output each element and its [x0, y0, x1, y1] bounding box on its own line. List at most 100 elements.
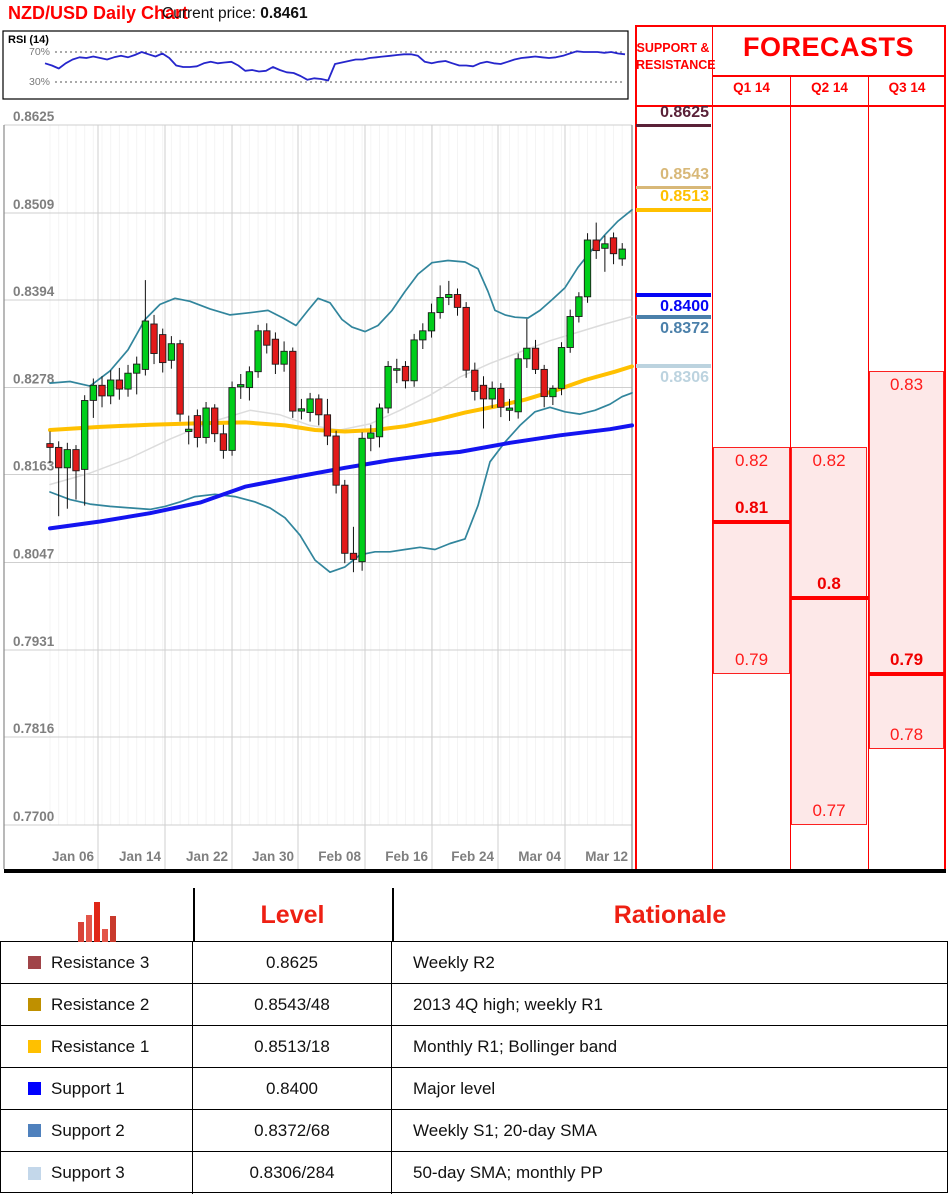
level-value: 0.8625 — [266, 952, 318, 972]
svg-text:Jan 30: Jan 30 — [252, 849, 294, 864]
table-row: Resistance 3 0.8625 Weekly R2 — [1, 942, 947, 984]
sr-level-label: 0.8306 — [660, 369, 709, 387]
table-header-rationale: Rationale — [613, 901, 727, 929]
svg-text:0.7931: 0.7931 — [13, 634, 55, 649]
forecast-level-label: 0.83 — [889, 374, 924, 394]
table-cell-level: 0.8372/68 — [193, 1110, 392, 1151]
sr-level-line — [636, 185, 711, 189]
rsi-label: RSI (14) — [8, 34, 49, 46]
sr-column-right-border — [711, 25, 713, 871]
sr-level-label: 0.8400 — [660, 298, 709, 316]
svg-text:Feb 24: Feb 24 — [451, 849, 494, 864]
current-price-value: 0.8461 — [260, 5, 308, 22]
table-cell-name: Support 2 — [1, 1110, 193, 1151]
svg-text:0.7816: 0.7816 — [13, 721, 55, 736]
rsi-30-label: 30% — [28, 76, 50, 88]
candlestick-chart: 0.8625 0.8509 0.8394 0.8278 0.8163 0.8047 0.79… — [2, 30, 634, 869]
table-cell-name: Support 3 — [1, 1152, 193, 1194]
table-row: Resistance 2 0.8543/48 2013 4Q high; weekl… — [1, 984, 947, 1026]
quarter-header-q3: Q3 14 — [888, 80, 926, 95]
forecast-level-label: 0.77 — [812, 801, 846, 820]
svg-text:Feb 16: Feb 16 — [385, 849, 428, 864]
table-cell-name: Resistance 1 — [1, 1026, 193, 1067]
table-header-divider-2 — [392, 888, 394, 941]
table-cell-rationale: Weekly R2 — [392, 942, 947, 983]
sr-level-line — [636, 207, 711, 212]
svg-text:0.7700: 0.7700 — [13, 809, 54, 824]
levels-table: Resistance 3 0.8625 Weekly R2 Resistance 2 0… — [0, 941, 948, 1194]
table-cell-name: Resistance 3 — [1, 942, 193, 983]
table-row: Support 2 0.8372/68 Weekly S1; 20-day SMA — [1, 1110, 947, 1152]
svg-text:0.8625: 0.8625 — [13, 109, 55, 124]
forecast-level-label: 0.82 — [812, 450, 846, 470]
level-color-swatch — [28, 1040, 41, 1053]
level-value: 0.8372/68 — [254, 1120, 330, 1140]
table-row: Resistance 1 0.8513/18 Monthly R1; Bolling… — [1, 1026, 947, 1068]
level-name: Resistance 3 — [51, 952, 150, 972]
table-cell-rationale: 2013 4Q high; weekly R1 — [392, 984, 947, 1025]
rsi-70-label: 70% — [28, 46, 50, 58]
table-cell-rationale: Weekly S1; 20-day SMA — [392, 1110, 947, 1151]
table-cell-level: 0.8543/48 — [193, 984, 392, 1025]
level-color-swatch — [28, 998, 41, 1011]
level-value: 0.8543/48 — [254, 994, 330, 1014]
level-name: Support 1 — [51, 1078, 125, 1098]
level-name: Resistance 2 — [51, 994, 150, 1014]
level-color-swatch — [28, 1166, 41, 1180]
svg-text:Jan 22: Jan 22 — [186, 849, 228, 864]
forecast-range-box — [713, 446, 790, 674]
sr-header-line1: SUPPORT & — [636, 41, 710, 55]
current-price-label: Current price: — [162, 5, 256, 22]
page-title: NZD/USD Daily Chart — [8, 3, 189, 23]
forecast-range-box — [791, 446, 867, 825]
level-value: 0.8400 — [266, 1078, 318, 1098]
table-cell-name: Support 1 — [1, 1068, 193, 1109]
forecast-level-label: 0.8 — [817, 574, 841, 593]
forecast-bold-level-line — [868, 671, 945, 676]
table-row: Support 3 0.8306/284 50-day SMA; monthly P… — [1, 1152, 947, 1194]
sr-level-line — [636, 293, 711, 298]
level-color-swatch — [28, 956, 41, 969]
level-rationale: Weekly S1; 20-day SMA — [413, 1120, 597, 1140]
table-cell-rationale: Major level — [392, 1068, 947, 1109]
level-name: Support 2 — [51, 1120, 125, 1140]
svg-text:Mar 04: Mar 04 — [518, 849, 561, 864]
level-rationale: 2013 4Q high; weekly R1 — [413, 994, 603, 1014]
table-header-level: Level — [260, 901, 325, 929]
sr-column-left-border — [635, 25, 637, 871]
forecast-bold-level-line — [712, 520, 791, 525]
panel-top-border — [635, 25, 945, 27]
svg-text:Jan 14: Jan 14 — [119, 849, 162, 864]
sr-level-line — [636, 123, 711, 127]
level-value: 0.8306/284 — [249, 1163, 335, 1182]
bar-chart-icon — [78, 902, 116, 942]
table-header-divider-1 — [193, 888, 195, 941]
level-rationale: Weekly R2 — [413, 952, 495, 972]
level-name: Support 3 — [51, 1163, 125, 1182]
svg-text:Feb 08: Feb 08 — [318, 849, 361, 864]
svg-text:0.8047: 0.8047 — [13, 546, 54, 561]
forecast-level-label: 0.82 — [734, 450, 769, 470]
svg-text:Mar 12: Mar 12 — [585, 849, 628, 864]
forecasts-title: FORECASTS — [742, 32, 914, 62]
svg-text:0.8509: 0.8509 — [13, 197, 54, 212]
forecast-level-label: 0.78 — [889, 725, 924, 745]
forecast-level-label: 0.79 — [734, 649, 769, 669]
sr-level-label: 0.8543 — [660, 165, 709, 183]
forecast-level-label: 0.79 — [889, 649, 924, 669]
level-color-swatch — [28, 1124, 41, 1137]
table-cell-level: 0.8513/18 — [193, 1026, 392, 1067]
forecasts-header-border — [713, 75, 945, 77]
level-rationale: 50-day SMA; monthly PP — [413, 1163, 603, 1182]
level-name: Resistance 1 — [51, 1036, 150, 1056]
quarter-header-q2: Q2 14 — [811, 80, 848, 95]
table-row: Support 1 0.8400 Major level — [1, 1068, 947, 1110]
panel-right-border — [944, 25, 946, 871]
chart-bottom-border — [4, 869, 946, 873]
sr-level-line — [636, 364, 711, 369]
sr-level-line — [636, 314, 711, 319]
support-resistance-header: SUPPORT & RESISTANCE — [636, 40, 716, 74]
current-price: Current price: 0.8461 — [162, 5, 308, 23]
table-cell-level: 0.8625 — [193, 942, 392, 983]
table-cell-rationale: 50-day SMA; monthly PP — [392, 1152, 947, 1194]
